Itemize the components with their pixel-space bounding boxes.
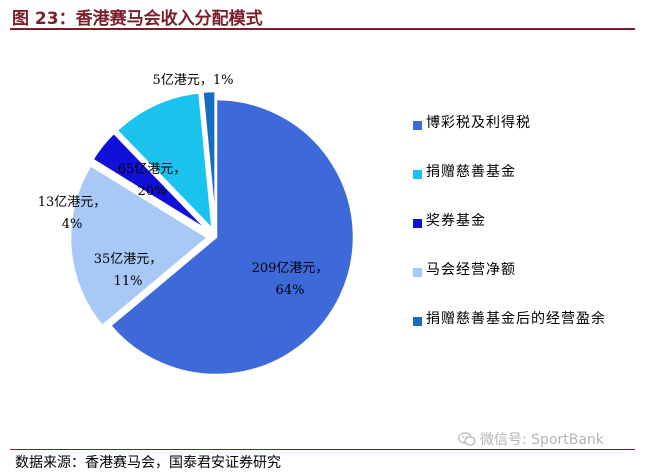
pie-slice-tax [108, 97, 356, 377]
slice-amount-label-net: 65亿港元， [118, 162, 187, 177]
legend-swatch-tax [413, 121, 422, 130]
legend-label-charity: 捐赠慈善基金 [426, 164, 516, 180]
legend-swatch-surplus [413, 317, 422, 326]
legend-swatch-charity [413, 170, 422, 179]
legend-item-surplus: 捐赠慈善基金后的经营盈余 [413, 311, 633, 330]
pie-slice-net [68, 163, 211, 328]
legend-label-lottery: 奖券基金 [426, 213, 486, 229]
legend-item-tax: 博彩税及利得税 [413, 115, 633, 134]
slice-amount-label-charity: 35亿港元， [94, 252, 163, 267]
source-note: 数据来源：香港赛马会，国泰君安证券研究 [15, 455, 281, 471]
slice-percent-label-tax: 64% [276, 283, 305, 298]
title-rule [10, 28, 635, 30]
watermark: 微信号: SportBank [458, 429, 604, 449]
slice-amount-label-tax: 209亿港元， [252, 261, 329, 276]
wechat-icon [458, 432, 476, 446]
legend-item-charity: 捐赠慈善基金 [413, 164, 633, 183]
legend-label-surplus: 捐赠慈善基金后的经营盈余 [426, 311, 606, 327]
watermark-text: 微信号: SportBank [480, 432, 604, 448]
legend-item-lottery: 奖券基金 [413, 213, 633, 232]
slice-amount-label-lottery: 13亿港元， [38, 195, 107, 210]
source-rule [10, 449, 635, 450]
slice-percent-label-charity: 11% [114, 274, 143, 289]
legend-label-tax: 博彩税及利得税 [426, 115, 531, 131]
legend-label-net: 马会经营净额 [426, 262, 516, 278]
slice-percent-label-net: 20% [138, 184, 167, 199]
pie-slice-lottery [90, 131, 211, 234]
slice-percent-label-lottery: 4% [62, 217, 83, 232]
slice-label-surplus: 5亿港元，1% [153, 73, 234, 88]
pie-slice-charity [114, 91, 215, 234]
legend-item-net: 马会经营净额 [413, 262, 633, 281]
pie-slice-surplus [201, 89, 217, 230]
legend-swatch-net [413, 268, 422, 277]
figure-title: 图 23：香港赛马会收入分配模式 [12, 9, 263, 29]
legend-swatch-lottery [413, 219, 422, 228]
